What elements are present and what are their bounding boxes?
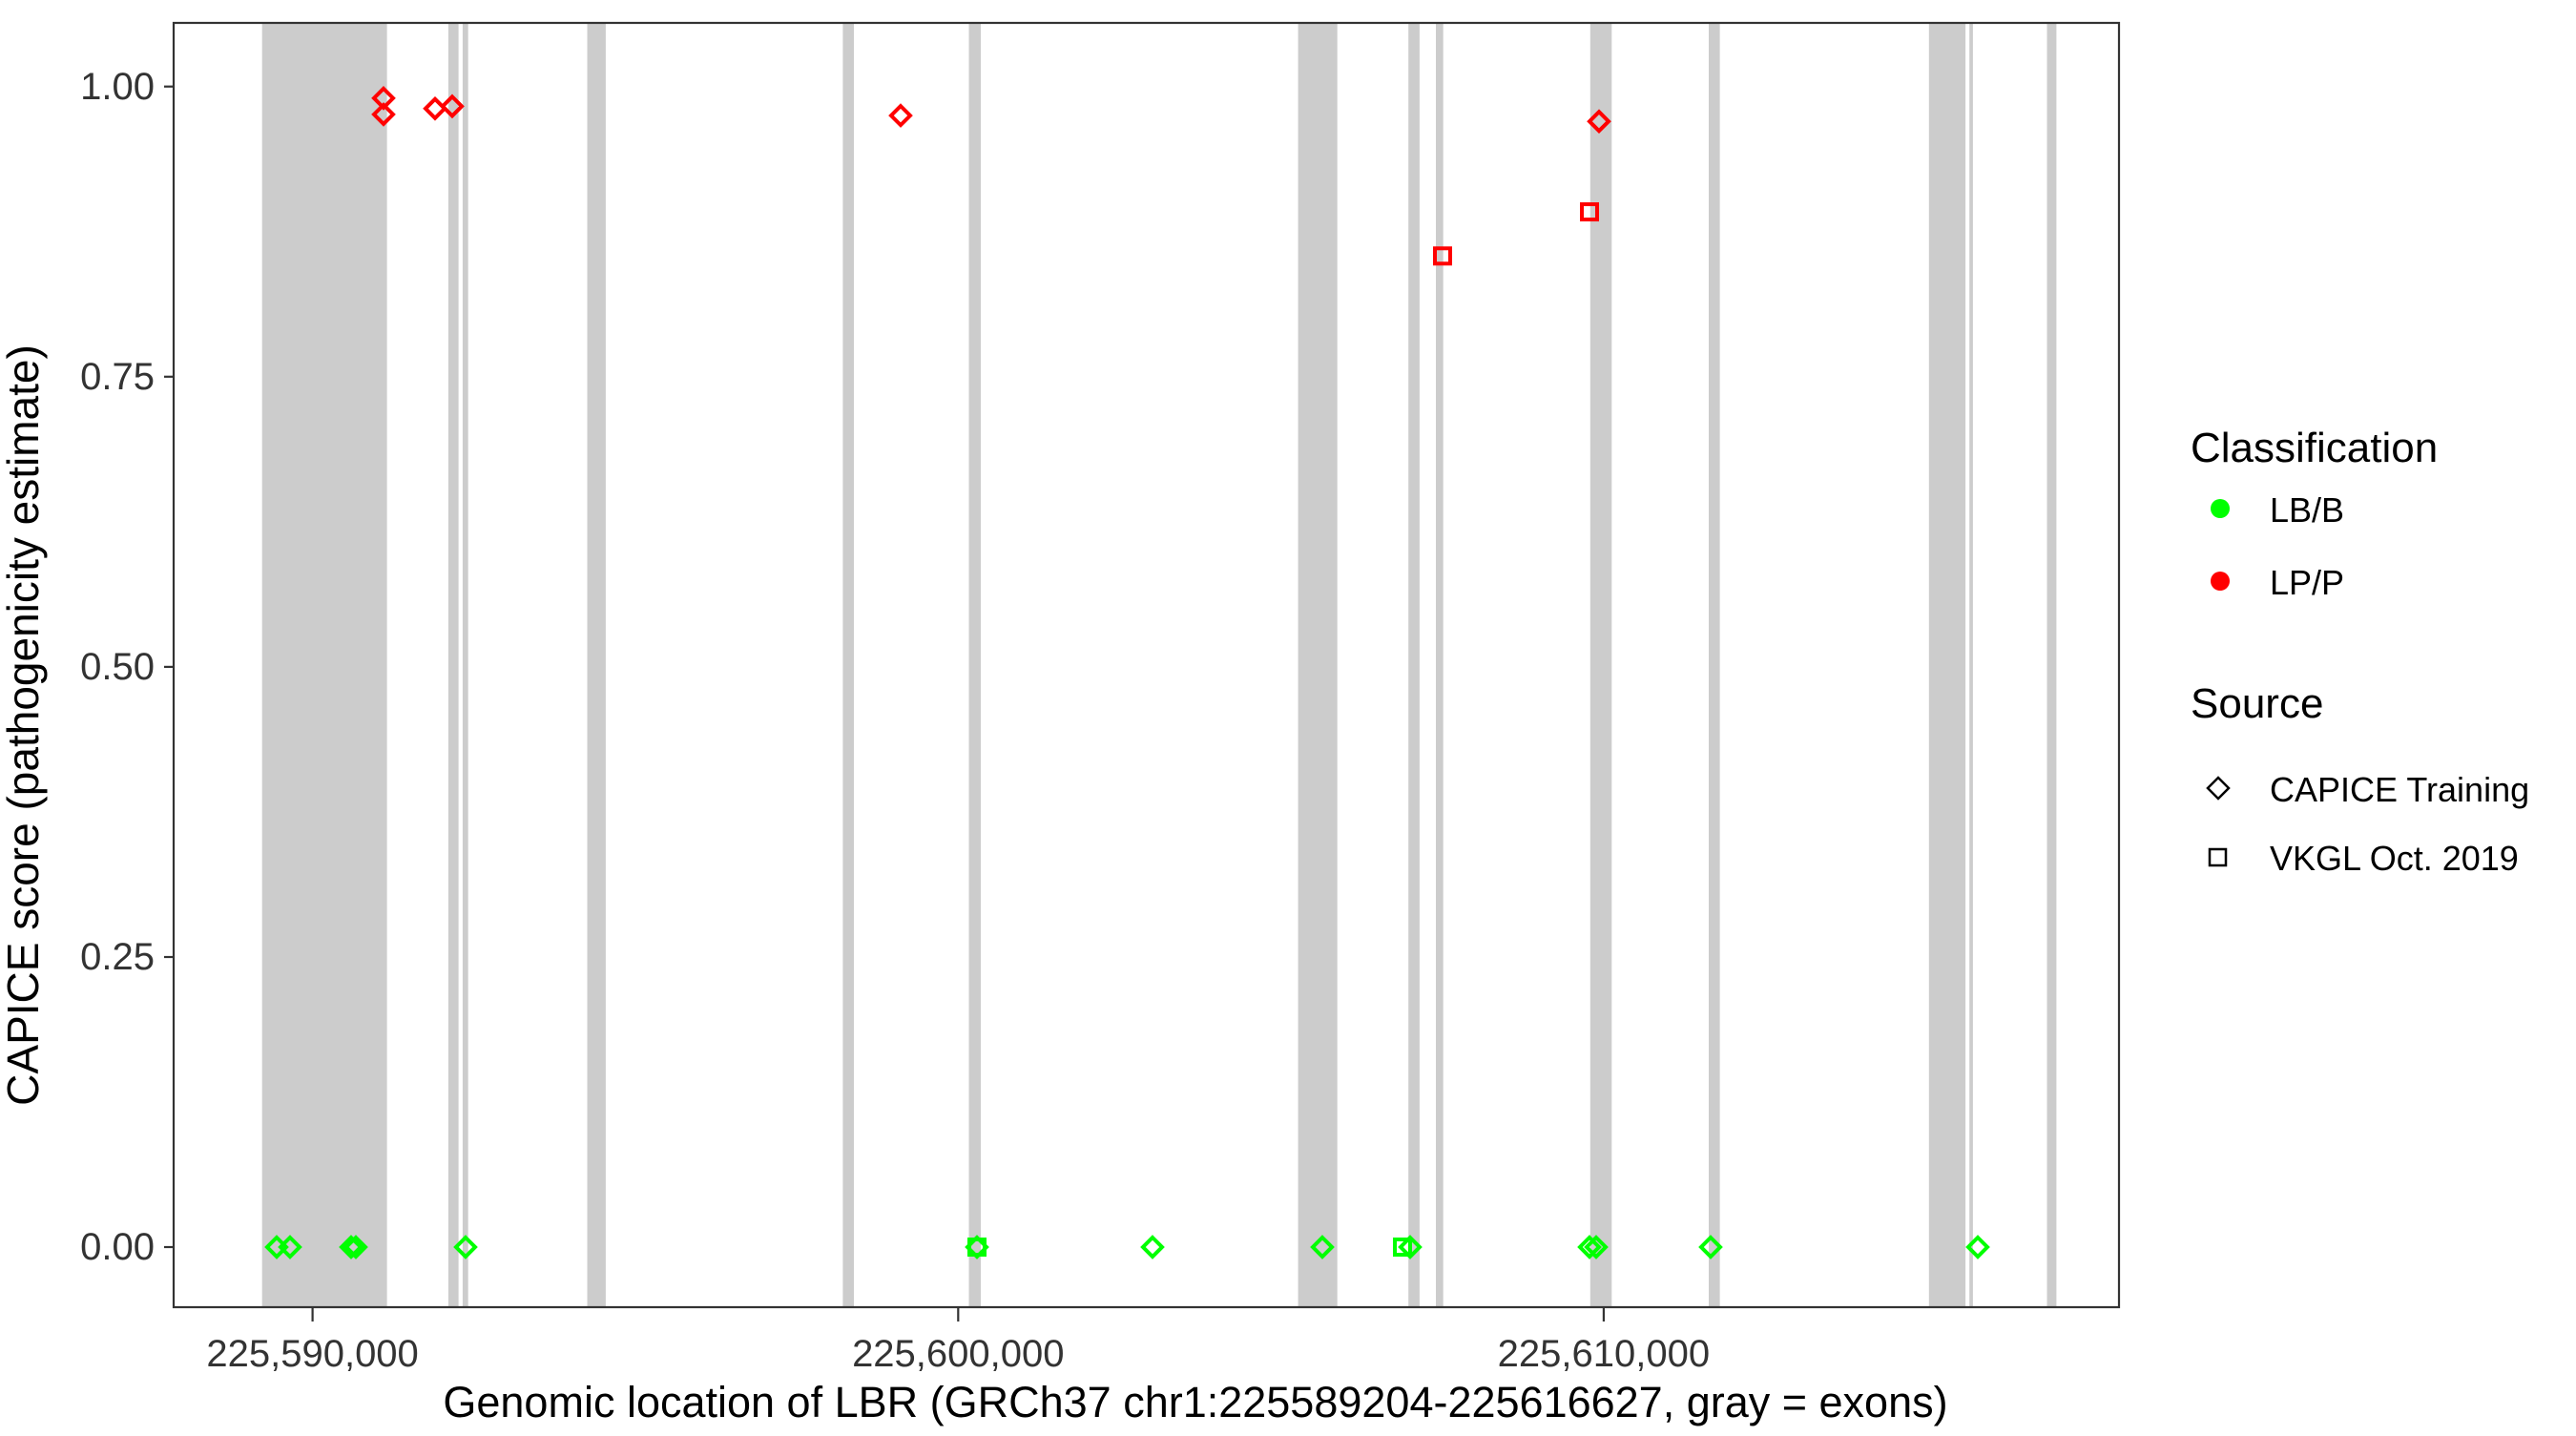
svg-text:VKGL Oct. 2019: VKGL Oct. 2019 (2270, 839, 2519, 878)
svg-text:0.75: 0.75 (80, 356, 155, 398)
svg-text:225,610,000: 225,610,000 (1498, 1333, 1710, 1375)
svg-text:LB/B: LB/B (2270, 490, 2344, 530)
svg-text:Classification: Classification (2191, 425, 2438, 471)
svg-text:Source: Source (2191, 680, 2323, 727)
svg-text:0.50: 0.50 (80, 646, 155, 688)
svg-text:0.00: 0.00 (80, 1226, 155, 1268)
svg-text:0.25: 0.25 (80, 936, 155, 978)
svg-text:1.00: 1.00 (80, 66, 155, 108)
svg-text:CAPICE Training: CAPICE Training (2270, 770, 2529, 809)
svg-text:CAPICE score (pathogenicity es: CAPICE score (pathogenicity estimate) (0, 344, 48, 1106)
svg-text:Genomic location of LBR (GRCh3: Genomic location of LBR (GRCh37 chr1:225… (443, 1378, 1947, 1426)
svg-text:225,600,000: 225,600,000 (852, 1333, 1064, 1375)
svg-text:LP/P: LP/P (2270, 563, 2344, 602)
svg-text:225,590,000: 225,590,000 (206, 1333, 418, 1375)
